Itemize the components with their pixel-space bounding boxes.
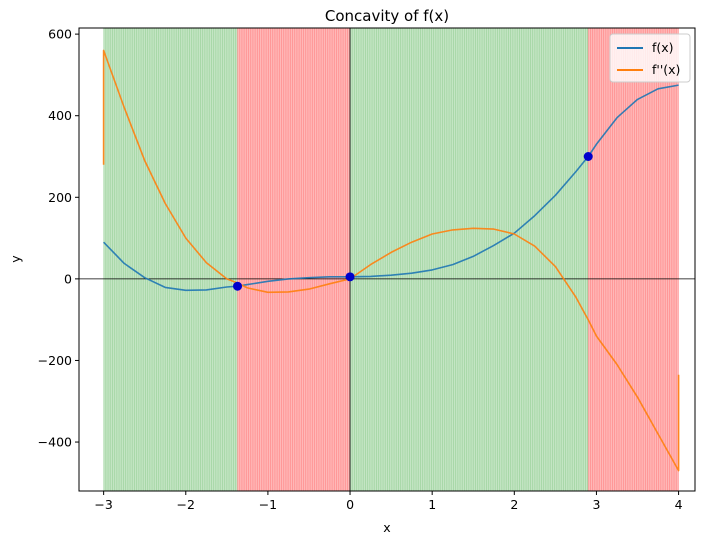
x-tick-label: 3 (592, 497, 600, 512)
y-tick-label: 400 (48, 108, 72, 123)
region-fill (588, 28, 679, 491)
y-tick-label: 200 (48, 190, 72, 205)
region-up-2 (349, 28, 589, 491)
y-tick-label: 0 (64, 271, 72, 286)
region-down-1 (237, 28, 351, 491)
x-tick-label: 1 (428, 497, 436, 512)
legend-label-f: f(x) (652, 40, 674, 55)
x-axis-label: x (383, 520, 390, 535)
x-tick-label: −3 (94, 497, 112, 512)
concavity-regions (103, 28, 679, 491)
y-tick-label: −200 (38, 353, 72, 368)
x-tick-label: −2 (177, 497, 195, 512)
inflection-point-1 (345, 272, 355, 282)
zero-axis-lines (79, 28, 695, 491)
x-tick-label: −1 (259, 497, 277, 512)
legend: f(x) f''(x) (609, 33, 691, 83)
region-down-3 (587, 28, 679, 491)
y-axis-ticks: −400 −200 0 200 400 600 (38, 27, 79, 450)
x-tick-label: 0 (346, 497, 354, 512)
y-tick-label: −400 (38, 435, 72, 450)
y-axis-label: y (8, 255, 23, 263)
series-line-1 (102, 49, 680, 472)
plot-frame (78, 27, 696, 492)
region-up-0 (103, 28, 238, 491)
inflection-point-0 (233, 281, 243, 291)
chart-title: Concavity of f(x) (325, 7, 449, 25)
x-tick-label: 2 (510, 497, 518, 512)
inflection-points (233, 151, 593, 291)
region-fill (237, 28, 351, 491)
x-axis-ticks: −3 −2 −1 0 1 2 3 4 (94, 491, 683, 512)
region-fill (103, 28, 238, 491)
y-tick-label: 600 (48, 27, 72, 42)
inflection-point-2 (583, 151, 593, 161)
legend-label-f2: f''(x) (652, 62, 680, 77)
x-tick-label: 4 (675, 497, 683, 512)
